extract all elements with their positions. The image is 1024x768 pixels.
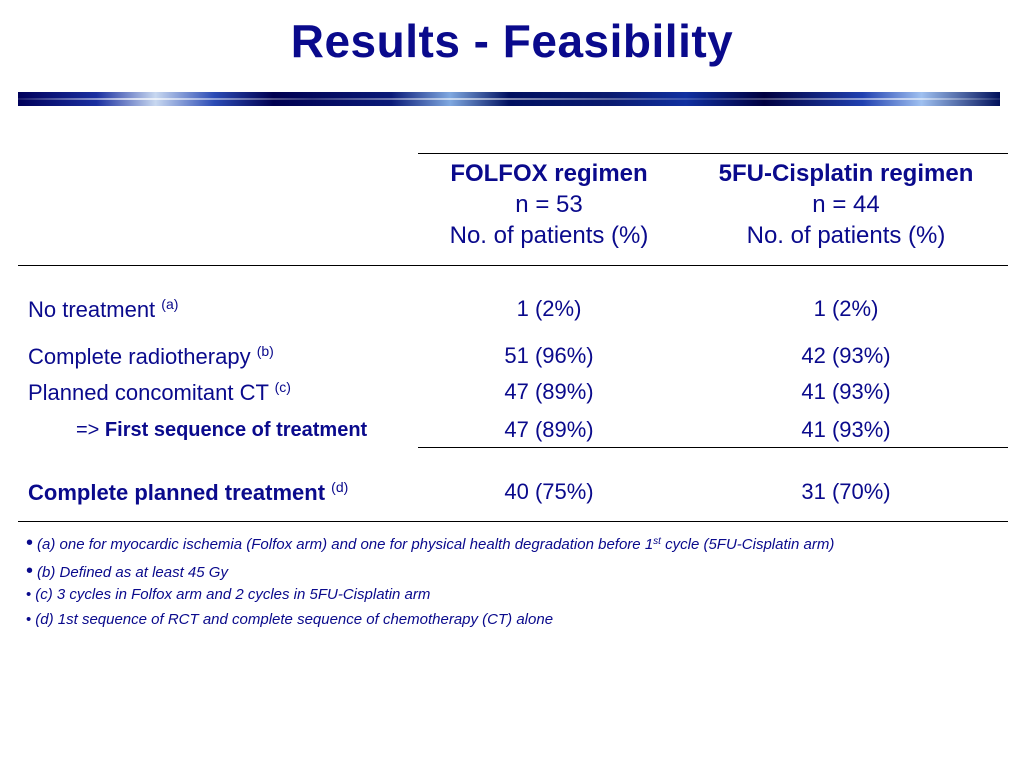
footnote-ref: (c) bbox=[274, 379, 291, 395]
header-bottom-rule bbox=[18, 265, 1008, 266]
column-name: 5FU-Cisplatin regimen bbox=[718, 160, 974, 187]
footnote-c: • (c) 3 cycles in Folfox arm and 2 cycles… bbox=[26, 586, 431, 603]
5fu-cisplatin-value: 31 (70%) bbox=[801, 479, 891, 504]
slide-title: Results - Feasibility bbox=[290, 15, 734, 67]
folfox-value: 1 (2%) bbox=[516, 296, 582, 321]
footnote-d: • (d) 1st sequence of RCT and complete se… bbox=[26, 611, 554, 628]
table-top-rule bbox=[418, 153, 1008, 154]
5fu-cisplatin-value: 41 (93%) bbox=[801, 379, 891, 404]
5fu-cisplatin-value: 41 (93%) bbox=[801, 417, 891, 442]
column-header-5fu-cisplatin: 5FU-Cisplatin regimen n = 44 No. of pati… bbox=[684, 158, 1008, 251]
column-name: FOLFOX regimen bbox=[450, 160, 648, 187]
bullet-icon: • bbox=[26, 611, 32, 628]
row-label: No treatment (a) bbox=[28, 296, 179, 322]
folfox-value: 51 (96%) bbox=[504, 343, 594, 368]
column-n: n = 53 bbox=[515, 191, 583, 218]
footnote-a: • (a) one for myocardic ischemia (Folfox … bbox=[26, 532, 835, 554]
footnote-b: • (b) Defined as at least 45 Gy bbox=[26, 560, 228, 582]
bullet-icon: • bbox=[26, 586, 32, 603]
bullet-icon: • bbox=[26, 532, 34, 554]
row-label: Complete planned treatment (d) bbox=[28, 479, 349, 505]
folfox-value: 47 (89%) bbox=[504, 379, 594, 404]
table-bottom-rule bbox=[18, 521, 1008, 522]
row-label: Planned concomitant CT (c) bbox=[28, 379, 291, 405]
section-rule bbox=[418, 447, 1008, 448]
column-unit: No. of patients (%) bbox=[746, 222, 946, 249]
column-header-folfox: FOLFOX regimen n = 53 No. of patients (%… bbox=[420, 158, 678, 251]
folfox-value: 47 (89%) bbox=[504, 417, 594, 442]
5fu-cisplatin-value: 1 (2%) bbox=[813, 296, 879, 321]
column-unit: No. of patients (%) bbox=[449, 222, 649, 249]
5fu-cisplatin-value: 42 (93%) bbox=[801, 343, 891, 368]
row-label: => First sequence of treatment bbox=[76, 419, 368, 441]
title-underline-bar bbox=[18, 92, 1000, 106]
folfox-value: 40 (75%) bbox=[504, 479, 594, 504]
footnote-ref: (b) bbox=[256, 343, 274, 359]
bullet-icon: • bbox=[26, 560, 34, 582]
column-n: n = 44 bbox=[812, 191, 880, 218]
footnote-ref: (d) bbox=[331, 479, 349, 495]
row-label: Complete radiotherapy (b) bbox=[28, 343, 274, 369]
footnote-ref: (a) bbox=[161, 296, 179, 312]
